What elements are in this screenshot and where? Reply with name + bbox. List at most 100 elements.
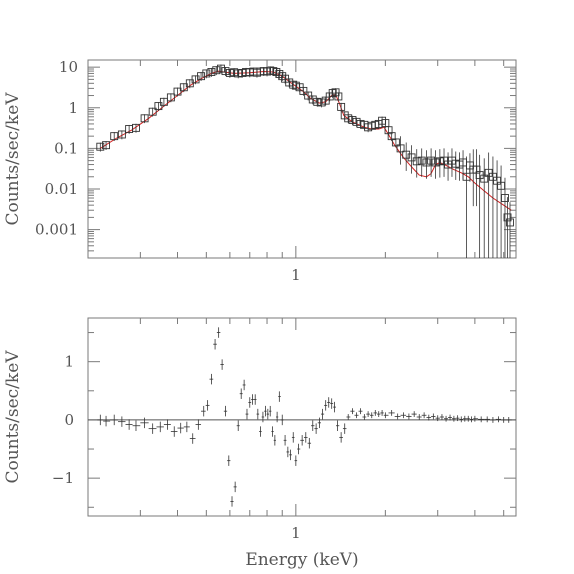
y-tick-label: 0.1 — [54, 139, 78, 157]
y-tick-label: 1 — [68, 99, 78, 117]
residual-data-point — [400, 412, 407, 419]
residual-data-point — [275, 411, 279, 423]
residuals-panel: 1 1 0 −1 Counts/sec/keV Energy (keV) — [3, 317, 517, 570]
spectrum-data-point — [391, 138, 400, 148]
y-tick-label: 10 — [59, 58, 78, 76]
residual-data-point — [303, 432, 308, 443]
residual-data-point — [297, 443, 301, 455]
residual-data-point — [377, 411, 381, 417]
x-tick-label: 1 — [291, 524, 301, 542]
spectrum-data-point — [166, 93, 175, 103]
spectrum-data-point — [412, 149, 421, 178]
residual-data-point — [209, 373, 214, 385]
residual-data-point — [411, 411, 417, 417]
residual-data-point — [156, 421, 164, 433]
residual-data-point — [251, 394, 254, 405]
residual-data-point — [451, 415, 456, 422]
spectrum-data-point — [484, 152, 493, 258]
residual-data-point — [103, 415, 111, 427]
residual-data-point — [373, 410, 378, 416]
spectrum-data-point — [348, 115, 357, 125]
residual-data-point — [421, 412, 427, 419]
residual-data-point — [320, 408, 325, 420]
residual-data-point — [358, 408, 363, 415]
residual-data-point — [300, 435, 304, 446]
residual-data-point — [362, 414, 367, 420]
residual-data-point — [383, 412, 389, 419]
residual-data-point — [444, 415, 449, 422]
residual-data-point — [314, 423, 318, 434]
residual-data-point — [242, 379, 246, 391]
residual-data-point — [466, 415, 470, 422]
spectrum-panel: 1 10 1 0.1 0.01 0.001 Counts/sec/keV — [3, 58, 517, 284]
residual-data-point — [248, 397, 252, 408]
residual-data-point — [336, 420, 340, 431]
residual-data-point — [330, 398, 334, 409]
y-tick-label: −1 — [52, 469, 74, 487]
residual-data-point — [366, 411, 370, 417]
residual-data-point — [216, 327, 221, 338]
residual-data-point — [339, 432, 343, 443]
spectrum-data-point — [444, 152, 453, 181]
spectrum-data-point — [317, 98, 326, 108]
spectrum-data-point — [503, 197, 512, 258]
residual-data-point — [271, 426, 274, 437]
residual-data-point — [473, 415, 479, 422]
residual-data-point — [459, 416, 464, 423]
spectrum-data-point — [207, 67, 216, 77]
residual-data-point — [201, 405, 206, 417]
residual-data-point — [327, 397, 331, 408]
spectrum-data-point — [455, 152, 464, 181]
residual-data-point — [324, 400, 328, 411]
spectrum-data-point — [117, 130, 126, 140]
residual-data-point — [346, 414, 351, 420]
residual-data-point — [220, 359, 224, 370]
residuals-plot-frame — [87, 317, 517, 517]
spectrum-data-point — [308, 95, 317, 105]
residual-data-point — [294, 455, 298, 466]
spectrum-data-point — [352, 117, 361, 127]
residual-data-point — [439, 414, 445, 420]
residual-data-point — [132, 420, 141, 431]
residual-data-point — [289, 449, 292, 461]
residual-data-point — [266, 408, 270, 420]
spectrum-data-point — [173, 87, 182, 97]
spectrum-data-point — [493, 160, 502, 258]
spectrum-data-point — [488, 156, 497, 258]
spectrum-axis-ticks — [87, 60, 516, 259]
spectrum-data-point — [427, 148, 436, 177]
residual-data-point — [230, 496, 234, 507]
residual-data-point — [239, 388, 243, 399]
residual-data-point — [261, 411, 265, 423]
spectrum-data-point — [278, 72, 287, 82]
spectrum-data-point — [334, 92, 343, 102]
spectrum-data-point — [225, 68, 234, 78]
residual-data-point — [506, 417, 512, 423]
residual-data-point — [264, 405, 267, 417]
spectrum-data-point — [501, 177, 509, 258]
residual-data-point — [463, 415, 467, 422]
spectrum-data-point — [480, 158, 489, 258]
residual-data-point — [455, 415, 460, 422]
residual-data-point — [273, 435, 276, 446]
spectrum-data-point — [344, 114, 353, 124]
residual-data-point — [256, 408, 260, 420]
spectrum-data-point — [140, 114, 149, 124]
residual-data-point — [227, 455, 231, 466]
residual-data-point — [125, 419, 133, 430]
residual-data-point — [406, 413, 412, 420]
spectrum-data-point — [197, 72, 206, 82]
residual-data-point — [236, 420, 240, 431]
spectrum-data-point — [462, 156, 471, 258]
residual-data-point — [140, 417, 149, 429]
spectrum-data-point — [497, 165, 506, 258]
spectrum-data-point — [313, 97, 322, 107]
spectrum-data-point — [102, 141, 110, 151]
residual-data-point — [342, 423, 347, 434]
residual-data-point — [213, 338, 217, 350]
residual-data-point — [195, 419, 202, 430]
residual-data-point — [259, 426, 262, 437]
spectrum-data-point — [440, 148, 448, 177]
spectrum-y-axis-label: Counts/sec/keV — [3, 92, 23, 226]
residual-data-point — [416, 414, 422, 420]
